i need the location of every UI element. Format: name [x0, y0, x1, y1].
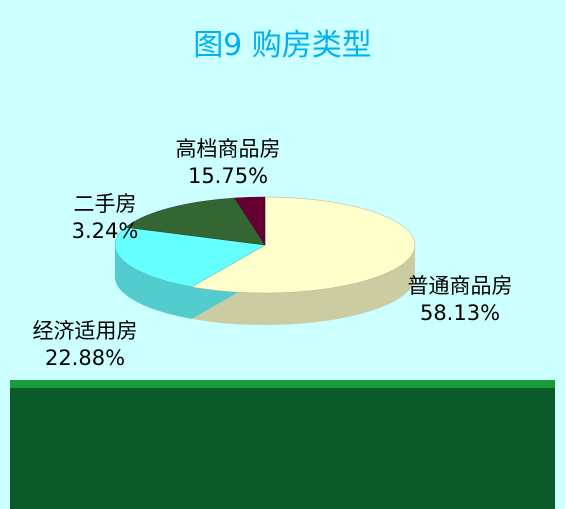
percent-label: 22.88% — [44, 346, 126, 370]
pie-slice — [190, 196, 416, 294]
slice-label: 高档商品房 15.75% — [173, 136, 283, 190]
percent-label: 3.24% — [71, 219, 139, 243]
band-edge — [10, 380, 555, 388]
category-name: 高档商品房 — [175, 137, 281, 161]
slice-label: 普通商品房 58.13% — [405, 273, 515, 327]
category-name: 二手房 — [73, 192, 137, 216]
percent-label: 15.75% — [187, 164, 269, 188]
category-name: 经济适用房 — [32, 319, 138, 343]
bottom-band — [10, 385, 555, 509]
slice-label: 二手房 3.24% — [50, 191, 160, 245]
pie-slice — [234, 196, 266, 246]
category-name: 普通商品房 — [407, 274, 513, 298]
pie-slice — [114, 227, 266, 288]
slice-label: 经济适用房 22.88% — [30, 318, 140, 372]
chart-title: 图9 购房类型 — [193, 28, 372, 63]
percent-label: 58.13% — [419, 301, 501, 325]
pie-slice — [124, 197, 266, 246]
